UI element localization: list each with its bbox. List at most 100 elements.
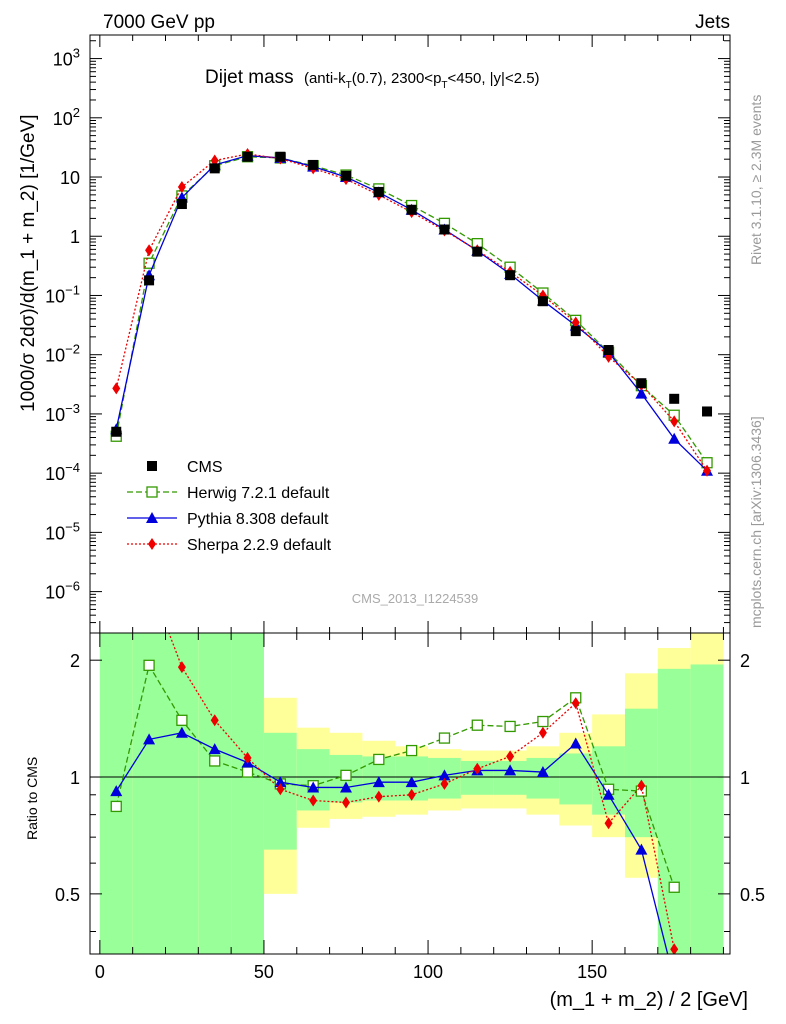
ratio-point-pythia: [569, 737, 582, 749]
legend-item-herwig: Herwig 7.2.1 default: [127, 485, 330, 502]
legend-marker-sherpa: [148, 538, 156, 550]
point-pythia: [635, 387, 648, 399]
ratio-point-pythia: [307, 781, 320, 793]
point-sherpa: [145, 244, 154, 257]
band-inner: [592, 746, 625, 815]
point-cms: [373, 186, 384, 197]
y-tick-label: 103: [53, 46, 80, 70]
y-tick-base: 10: [45, 523, 65, 543]
y-tick-base: 10: [45, 346, 65, 366]
ratio-point-herwig: [340, 769, 352, 782]
rivet-label: Rivet 3.1.10, ≥ 2.3M events: [748, 95, 764, 265]
series-pythia: [110, 149, 714, 476]
ratio-bands: [99, 633, 724, 954]
y-tick-exponent: −3: [65, 401, 80, 416]
ratio-point-sherpa: [571, 697, 580, 710]
y-tick-label: 10−2: [45, 342, 80, 366]
ratio-point-pythia: [110, 785, 123, 797]
legend-label-pythia: Pythia 8.308 default: [187, 511, 329, 528]
ratio-point-sherpa: [210, 714, 219, 727]
x-tick-label: 0: [95, 962, 105, 982]
ratio-y-tick-label-left: 1: [70, 768, 80, 788]
ratio-point-sherpa: [374, 790, 383, 803]
point-cms: [111, 426, 122, 437]
point-cms: [439, 224, 450, 235]
ratio-y-tick-label-right: 0.5: [740, 885, 765, 905]
y-tick-label: 10: [60, 168, 80, 188]
y-tick-label: 10−6: [45, 579, 80, 603]
series-herwig: [110, 151, 713, 469]
ratio-point-sherpa: [538, 726, 547, 739]
ratio-line-herwig: [115, 663, 675, 888]
ratio-point-sherpa: [243, 751, 252, 764]
legend-item-pythia: Pythia 8.308 default: [127, 511, 329, 528]
ratio-line-pythia: [115, 732, 669, 954]
ratio-y-tick-label-left: 0.5: [55, 885, 80, 905]
y-tick-exponent: −6: [65, 579, 80, 594]
ratio-point-sherpa: [407, 788, 416, 801]
series-cms: [111, 151, 713, 437]
plot-title-main: Dijet mass: [205, 67, 294, 88]
ratio-point-sherpa: [670, 943, 679, 954]
ratio-point-sherpa: [637, 779, 646, 792]
ratio-point-sherpa: [145, 575, 153, 587]
band-inner: [559, 753, 593, 805]
ratio-y-tick-label-right: 1: [740, 768, 750, 788]
ratio-point-pythia: [143, 733, 156, 745]
y-tick-base: 10: [60, 168, 80, 188]
point-cms: [472, 246, 483, 257]
point-sherpa: [703, 464, 712, 477]
point-sherpa: [177, 180, 186, 193]
ratio-point-pythia: [175, 726, 188, 738]
x-tick-label: 100: [413, 962, 443, 982]
ratio-point-pythia: [372, 776, 385, 788]
legend-marker-herwig: [146, 486, 158, 498]
ratio-point-sherpa: [473, 762, 482, 775]
y-tick-label: 102: [53, 105, 80, 129]
y-tick-base: 10: [45, 583, 65, 603]
header-right: Jets: [695, 12, 730, 33]
ratio-point-sherpa: [177, 661, 186, 674]
point-sherpa: [571, 316, 580, 329]
main-series-layer: [110, 147, 714, 477]
point-cms: [275, 151, 286, 162]
band-inner: [132, 633, 166, 954]
ratio-point-pythia: [635, 843, 648, 855]
y-tick-exponent: 3: [73, 46, 80, 61]
y-tick-base: 10: [53, 50, 73, 70]
main-y-axis-label: 1000/σ 2dσ)/d(m_1 + m_2) [1/GeV]: [18, 114, 39, 412]
legend: CMS Herwig 7.2.1 default Pythia 8.308 defa…: [127, 459, 332, 554]
point-cms: [176, 199, 187, 210]
ratio-point-herwig: [110, 800, 122, 813]
band-inner: [624, 708, 658, 838]
header-left: 7000 GeV pp: [103, 12, 215, 33]
ratio-point-sherpa: [604, 817, 613, 830]
y-tick-label: 10−5: [45, 519, 80, 543]
point-cms: [242, 151, 253, 162]
legend-item-sherpa: Sherpa 2.2.9 default: [127, 537, 332, 554]
ratio-point-herwig: [373, 753, 385, 766]
plot-title-detail: (anti-k: [304, 70, 346, 87]
ratio-point-pythia: [536, 766, 549, 778]
y-tick-base: 10: [53, 109, 73, 129]
plot-title: Dijet mass (anti-kT(0.7), 2300<pT<450, |…: [205, 67, 540, 91]
main-x-ticks: [99, 35, 724, 633]
point-cms: [505, 270, 516, 281]
point-cms: [636, 378, 647, 389]
ratio-point-herwig: [176, 714, 188, 726]
band-inner: [198, 633, 232, 954]
x-axis-label: (m_1 + m_2) / 2 [GeV]: [550, 989, 748, 1011]
point-cms: [603, 345, 614, 356]
ratio-point-sherpa: [276, 783, 285, 796]
ratio-point-pythia: [504, 764, 517, 776]
point-cms: [144, 275, 155, 286]
point-cms: [537, 296, 548, 307]
legend-item-cms: CMS: [147, 459, 223, 476]
ratio-point-herwig: [504, 720, 516, 733]
point-cms: [209, 163, 220, 174]
legend-label-herwig: Herwig 7.2.1 default: [187, 485, 330, 502]
legend-marker-cms: [147, 461, 157, 471]
point-cms: [669, 393, 680, 404]
y-tick-base: 10: [45, 286, 65, 306]
